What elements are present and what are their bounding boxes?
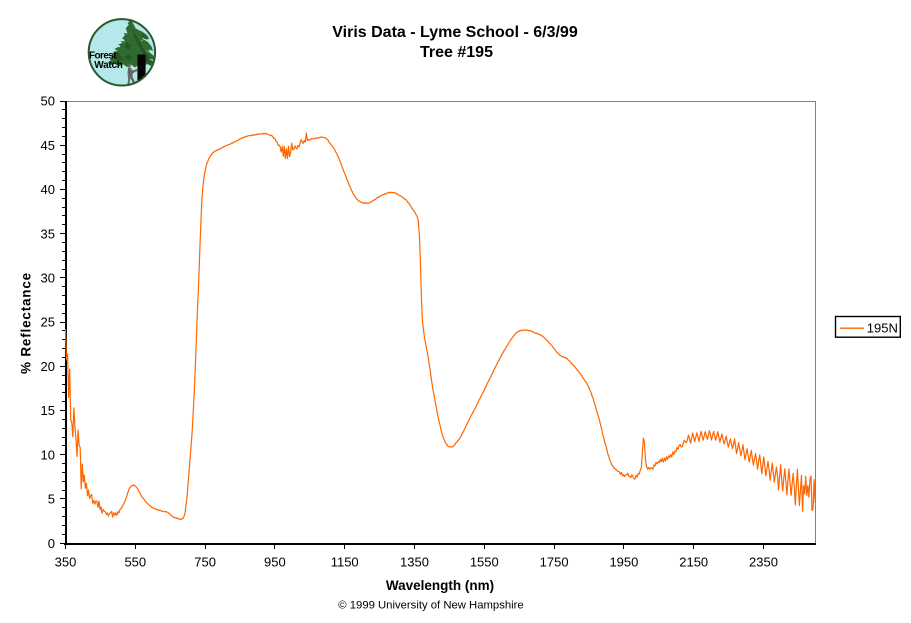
svg-text:5: 5 xyxy=(48,492,55,507)
svg-text:40: 40 xyxy=(41,182,55,197)
svg-text:Wavelength (nm): Wavelength (nm) xyxy=(386,578,494,593)
svg-text:45: 45 xyxy=(41,138,55,153)
svg-text:© 1999 University of New Hamps: © 1999 University of New Hampshire xyxy=(338,600,523,612)
svg-text:% Reflectance: % Reflectance xyxy=(19,272,34,374)
svg-text:Watch: Watch xyxy=(94,60,123,71)
svg-text:10: 10 xyxy=(41,447,55,462)
svg-text:195N: 195N xyxy=(867,320,898,335)
svg-text:Viris Data - Lyme School - 6/3: Viris Data - Lyme School - 6/3/99 xyxy=(332,24,578,41)
svg-text:Forest: Forest xyxy=(89,50,117,61)
svg-text:20: 20 xyxy=(41,359,55,374)
svg-text:Tree #195: Tree #195 xyxy=(420,44,493,61)
svg-text:1350: 1350 xyxy=(400,555,429,570)
svg-text:30: 30 xyxy=(41,271,55,286)
svg-text:950: 950 xyxy=(264,555,286,570)
svg-text:2150: 2150 xyxy=(679,555,708,570)
svg-text:1950: 1950 xyxy=(609,555,638,570)
svg-text:1550: 1550 xyxy=(470,555,499,570)
svg-text:50: 50 xyxy=(41,94,55,109)
svg-text:1750: 1750 xyxy=(540,555,569,570)
svg-text:0: 0 xyxy=(48,536,55,551)
svg-text:35: 35 xyxy=(41,226,55,241)
svg-text:350: 350 xyxy=(55,555,77,570)
svg-text:750: 750 xyxy=(194,555,216,570)
svg-text:15: 15 xyxy=(41,403,55,418)
svg-text:2350: 2350 xyxy=(749,555,778,570)
svg-text:1150: 1150 xyxy=(331,555,359,570)
svg-text:550: 550 xyxy=(124,555,146,570)
svg-text:25: 25 xyxy=(41,315,55,330)
